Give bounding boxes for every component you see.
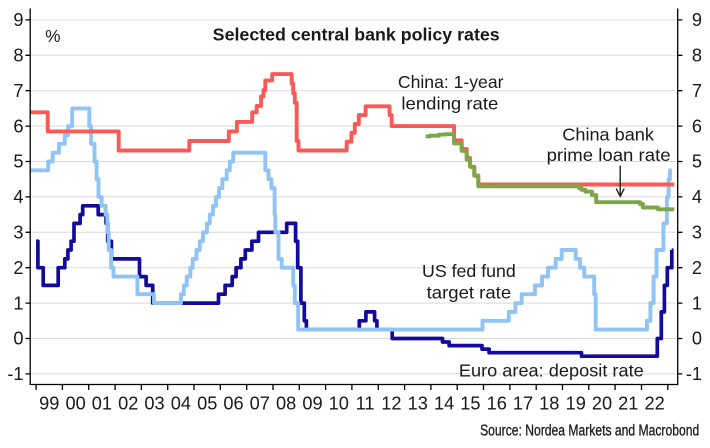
svg-text:13: 13 — [408, 394, 428, 414]
svg-text:10: 10 — [329, 394, 349, 414]
svg-text:8: 8 — [692, 46, 702, 66]
svg-text:-1: -1 — [686, 364, 702, 384]
svg-text:06: 06 — [223, 394, 243, 414]
svg-text:3: 3 — [13, 223, 23, 243]
svg-text:%: % — [45, 26, 60, 46]
svg-text:99: 99 — [39, 394, 59, 414]
svg-text:7: 7 — [13, 81, 23, 101]
svg-text:04: 04 — [171, 394, 191, 414]
svg-text:00: 00 — [65, 394, 85, 414]
svg-text:9: 9 — [692, 10, 702, 30]
svg-text:12: 12 — [381, 394, 401, 414]
svg-text:4: 4 — [692, 187, 702, 207]
svg-text:11: 11 — [356, 394, 375, 414]
svg-text:6: 6 — [13, 116, 23, 136]
svg-text:3: 3 — [692, 223, 702, 243]
svg-text:lending rate: lending rate — [401, 94, 498, 114]
svg-text:03: 03 — [144, 394, 164, 414]
svg-text:22: 22 — [644, 394, 664, 414]
svg-text:-1: -1 — [7, 364, 23, 384]
svg-text:1: 1 — [692, 293, 702, 313]
svg-text:5: 5 — [13, 152, 23, 172]
svg-text:19: 19 — [566, 394, 586, 414]
svg-text:6: 6 — [692, 116, 702, 136]
svg-text:05: 05 — [197, 394, 217, 414]
svg-text:China: 1-year: China: 1-year — [398, 72, 504, 92]
svg-text:2: 2 — [692, 258, 702, 278]
svg-text:0: 0 — [13, 329, 23, 349]
svg-text:9: 9 — [13, 10, 23, 30]
svg-text:Euro area: deposit rate: Euro area: deposit rate — [459, 360, 644, 380]
svg-text:20: 20 — [592, 394, 612, 414]
svg-text:01: 01 — [92, 394, 112, 414]
svg-text:09: 09 — [302, 394, 322, 414]
svg-text:16: 16 — [487, 394, 507, 414]
svg-text:2: 2 — [13, 258, 23, 278]
svg-text:US fed fund: US fed fund — [422, 261, 516, 281]
svg-text:China bank: China bank — [562, 124, 654, 144]
svg-text:14: 14 — [434, 394, 454, 414]
svg-text:15: 15 — [460, 394, 480, 414]
svg-text:Selected central bank policy r: Selected central bank policy rates — [213, 25, 500, 45]
svg-text:02: 02 — [118, 394, 138, 414]
svg-text:1: 1 — [13, 293, 23, 313]
svg-text:4: 4 — [13, 187, 23, 207]
svg-text:08: 08 — [276, 394, 296, 414]
svg-text:5: 5 — [692, 152, 702, 172]
svg-text:Source: Nordea Markets and Mac: Source: Nordea Markets and Macrobond — [480, 423, 699, 440]
svg-text:07: 07 — [250, 394, 270, 414]
svg-text:21: 21 — [618, 394, 638, 414]
svg-text:prime loan rate: prime loan rate — [547, 145, 671, 165]
svg-text:target rate: target rate — [427, 283, 512, 303]
svg-text:7: 7 — [692, 81, 702, 101]
svg-text:18: 18 — [539, 394, 559, 414]
svg-text:0: 0 — [692, 329, 702, 349]
svg-text:8: 8 — [13, 46, 23, 66]
svg-text:17: 17 — [513, 394, 533, 414]
